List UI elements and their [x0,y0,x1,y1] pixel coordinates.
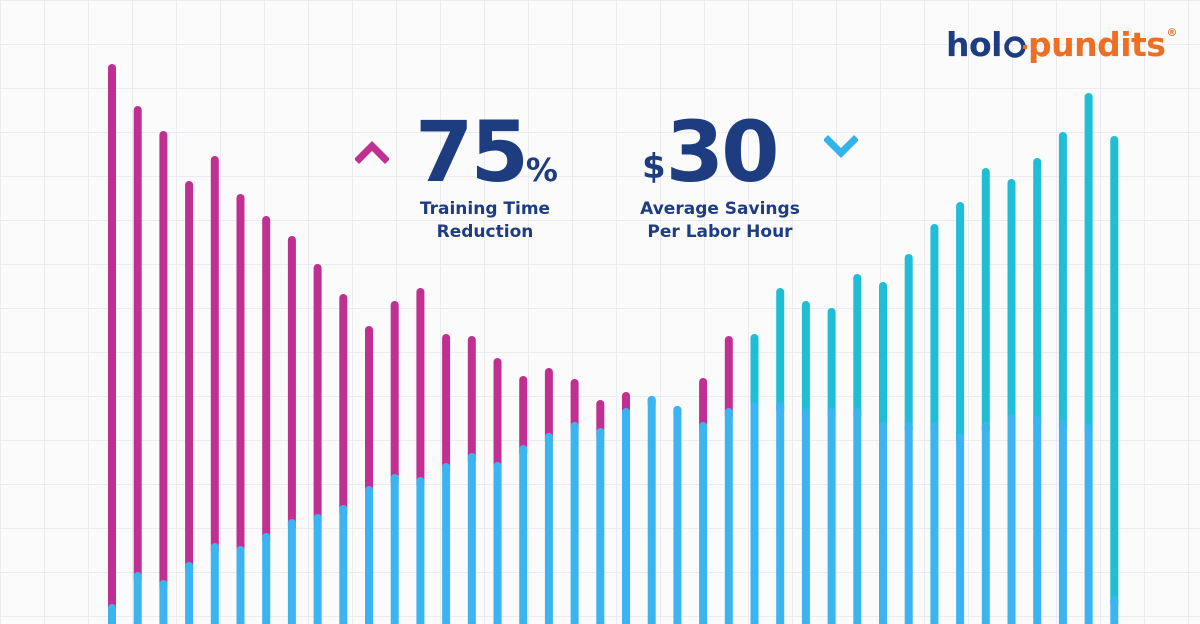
logo-text-pundits: pundits [1027,24,1166,64]
stat-training-suffix: % [525,151,558,189]
logo-ring-icon [1004,36,1027,58]
stat-training-number: 75 [415,103,529,201]
stat-training-value: 75% [415,110,558,194]
registered-mark: ® [1166,25,1177,39]
logo-text-holo: hol [946,24,1002,64]
stat-savings-number: 30 [665,103,780,201]
chevron-up-icon [355,141,389,164]
stat-training-label: Training Time Reduction [419,199,551,242]
stat-savings-value: $30 [642,110,780,194]
chevron-down-icon [824,135,858,158]
stat-savings-label: Average Savings Per Labor Hour [640,199,800,242]
stat-savings-prefix: $ [642,147,666,187]
holopundits-logo: hol pundits ® [946,22,1177,66]
